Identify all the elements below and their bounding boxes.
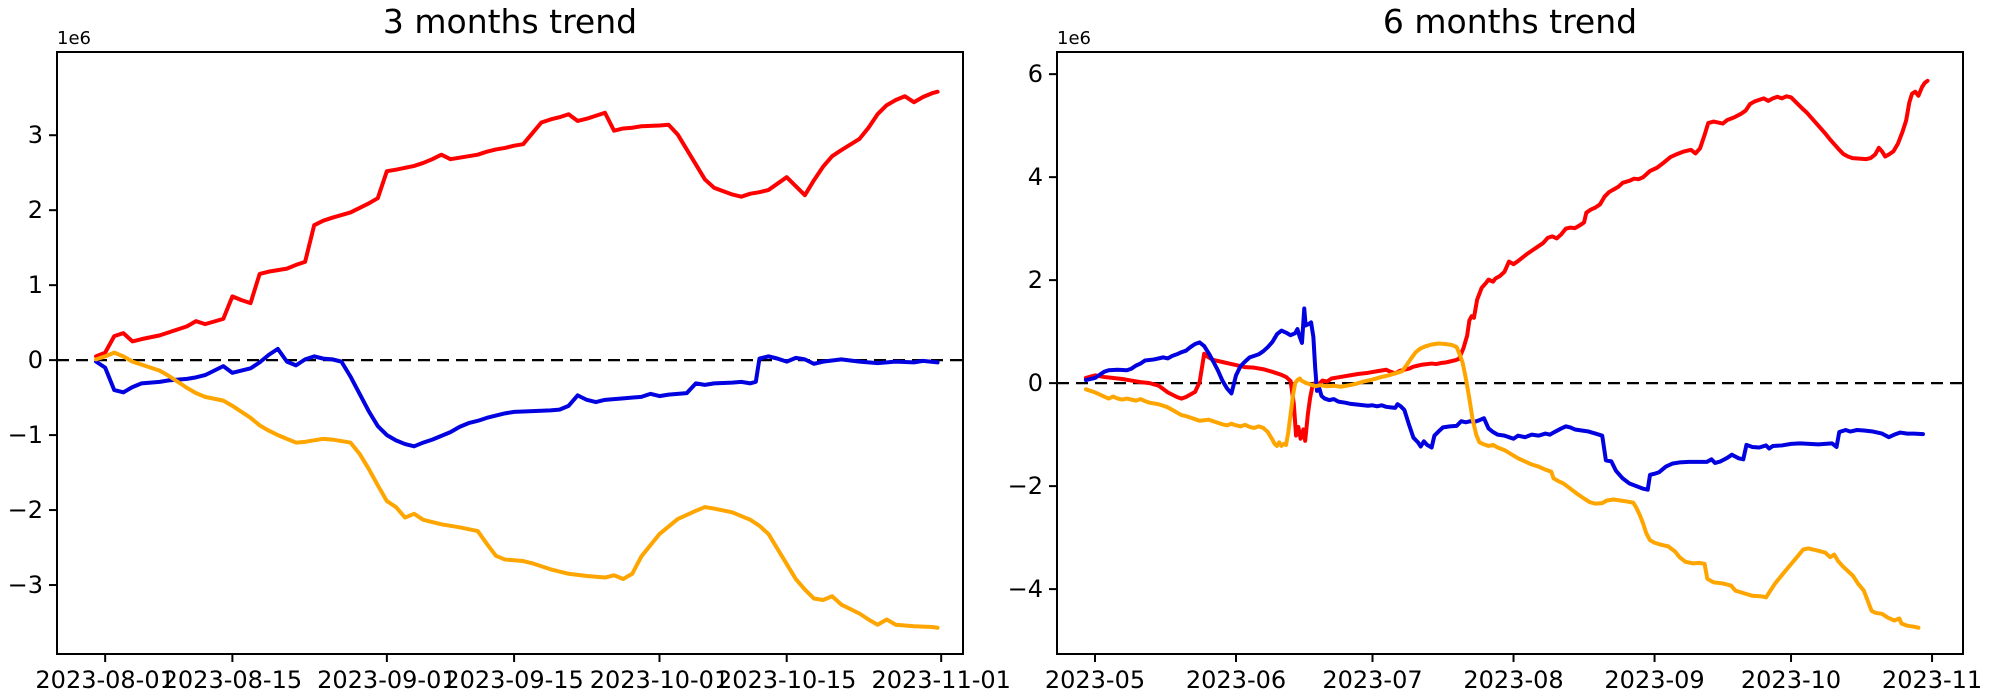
y-tick-label: −4 — [1008, 575, 1043, 603]
series-red-line — [1083, 78, 1930, 443]
x-tick-label: 2023-08 — [1463, 666, 1563, 694]
y-tick-label: 2 — [28, 196, 43, 224]
chart-title-6-months: 6 months trend — [1382, 2, 1638, 41]
x-tick-label: 2023-11-01 — [871, 666, 1010, 694]
y-tick-label: 0 — [28, 346, 43, 374]
series-orange-line — [1083, 341, 1921, 630]
x-tick-label: 2023-10 — [1741, 666, 1841, 694]
x-tick-label: 2023-11 — [1882, 666, 1982, 694]
y-tick-label: 3 — [28, 121, 43, 149]
x-tick-label: 2023-06 — [1186, 666, 1286, 694]
y-tick-label: −2 — [1008, 472, 1043, 500]
series-red-line — [94, 89, 940, 359]
x-tick-label: 2023-09-01 — [317, 666, 456, 694]
y-tick-label: 6 — [1028, 60, 1043, 88]
y-axis-offset-label-right: 1e6 — [1057, 28, 1091, 49]
y-tick-label: 2 — [1028, 266, 1043, 294]
plot-frame — [56, 51, 964, 655]
x-tick-label: 2023-08-15 — [163, 666, 302, 694]
right-chart: 2023-05 2023-06 2023-07 2023-08 2023-09 2023-… — [1008, 51, 1982, 694]
x-tick-label: 2023-09-15 — [444, 666, 583, 694]
y-tick-label: −3 — [8, 571, 43, 599]
y-tick-label: −1 — [8, 421, 43, 449]
y-axis-offset-label-left: 1e6 — [57, 28, 91, 49]
plot-frame — [1056, 51, 1964, 655]
y-tick-label: 0 — [1028, 369, 1043, 397]
x-tick-label: 2023-09 — [1604, 666, 1704, 694]
series-blue-line — [94, 346, 940, 449]
chart-title-3-months: 3 months trend — [382, 2, 638, 41]
x-tick-label: 2023-07 — [1322, 666, 1422, 694]
y-tick-label: 4 — [1028, 163, 1043, 191]
x-tick-label: 2023-05 — [1045, 666, 1145, 694]
x-tick-label: 2023-08-01 — [35, 666, 174, 694]
x-tick-label: 2023-10-01 — [590, 666, 729, 694]
series-blue-line — [1083, 306, 1925, 492]
y-tick-label: −2 — [8, 496, 43, 524]
x-tick-label: 2023-10-15 — [717, 666, 856, 694]
series-orange-line — [94, 350, 940, 630]
y-tick-label: 1 — [28, 271, 43, 299]
